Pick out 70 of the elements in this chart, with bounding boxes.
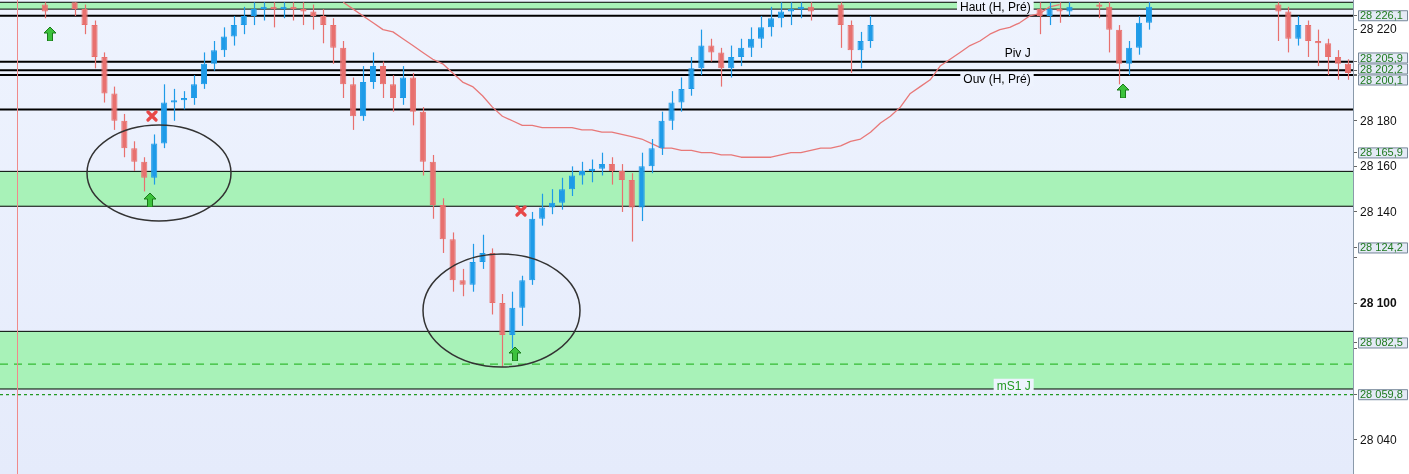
ref-line-label: Haut (H, Pré) (959, 0, 1031, 14)
candlestick (867, 15, 874, 49)
y-tick-label: 28 200,1 (1360, 73, 1403, 86)
candlestick (469, 243, 476, 293)
candlestick (748, 26, 755, 58)
candlestick (598, 152, 605, 177)
candlestick (718, 47, 725, 88)
candlestick (1344, 58, 1352, 81)
y-tick-label: 28 180 (1360, 113, 1398, 128)
candlestick (1305, 19, 1312, 58)
candlestick (210, 40, 217, 72)
y-tick-label: 28 100 (1360, 295, 1398, 310)
candlestick (678, 76, 685, 113)
candlestick (568, 165, 576, 197)
candlestick (131, 140, 138, 172)
candlestick (1295, 15, 1302, 47)
candlestick (240, 6, 247, 35)
candlestick (389, 74, 397, 113)
candlestick (698, 29, 705, 76)
candlestick (777, 1, 785, 28)
y-tick-label: 28 160 (1360, 159, 1398, 174)
candlestick (310, 3, 317, 31)
candlestick (668, 90, 675, 131)
candlestick (767, 6, 775, 38)
candlestick (81, 3, 88, 35)
candlestick (190, 74, 198, 106)
candlestick (141, 156, 148, 193)
candlestick (648, 138, 655, 174)
y-tick-label: 28 165,9 (1360, 146, 1403, 159)
y-tick-label: 28 040 (1360, 432, 1398, 447)
candlestick (1126, 40, 1133, 76)
candlestick (608, 156, 615, 186)
y-tick-label: 28 205,9 (1360, 51, 1403, 64)
candlestick (728, 44, 735, 79)
candlestick (250, 1, 257, 26)
candlestick (379, 60, 387, 99)
candlestick (837, 1, 844, 49)
ref-line-label: Ouv (H, Pré) (963, 72, 1031, 86)
candlestick (738, 38, 745, 67)
candlestick (369, 51, 377, 90)
candlestick (1334, 49, 1342, 81)
ref-line-label: Piv J (1004, 45, 1031, 60)
candlestick (539, 193, 546, 227)
candlestick (1145, 1, 1153, 31)
candlestick (171, 88, 178, 122)
y-tick-label: 28 059,8 (1360, 388, 1403, 401)
candlestick (1046, 1, 1053, 26)
y-tick-label: 28 220 (1360, 22, 1398, 37)
candlestick (857, 31, 864, 69)
y-tick-label: 28 202,2 (1360, 62, 1403, 75)
candlestick (320, 8, 327, 44)
y-tick-label: 28 226,1 (1360, 9, 1403, 22)
candlestick (1136, 15, 1143, 56)
candlestick (459, 268, 466, 297)
candlestick (1106, 1, 1113, 54)
candlestick (847, 19, 854, 74)
candlestick (230, 15, 237, 47)
y-tick-label: 28 082,5 (1360, 336, 1403, 349)
candlestick (1325, 38, 1332, 76)
candlestick (399, 65, 406, 106)
y-tick-label: 28 124,2 (1360, 241, 1403, 254)
candlestick (618, 163, 625, 213)
y-tick-label: 28 140 (1360, 204, 1398, 219)
candlestick (559, 177, 566, 211)
candlestick (220, 26, 227, 58)
candlestick (757, 15, 765, 49)
ref-line-label: mS1 J (996, 378, 1031, 393)
candlestick (330, 17, 337, 65)
candlestick (200, 51, 208, 90)
candlestick (688, 56, 695, 97)
